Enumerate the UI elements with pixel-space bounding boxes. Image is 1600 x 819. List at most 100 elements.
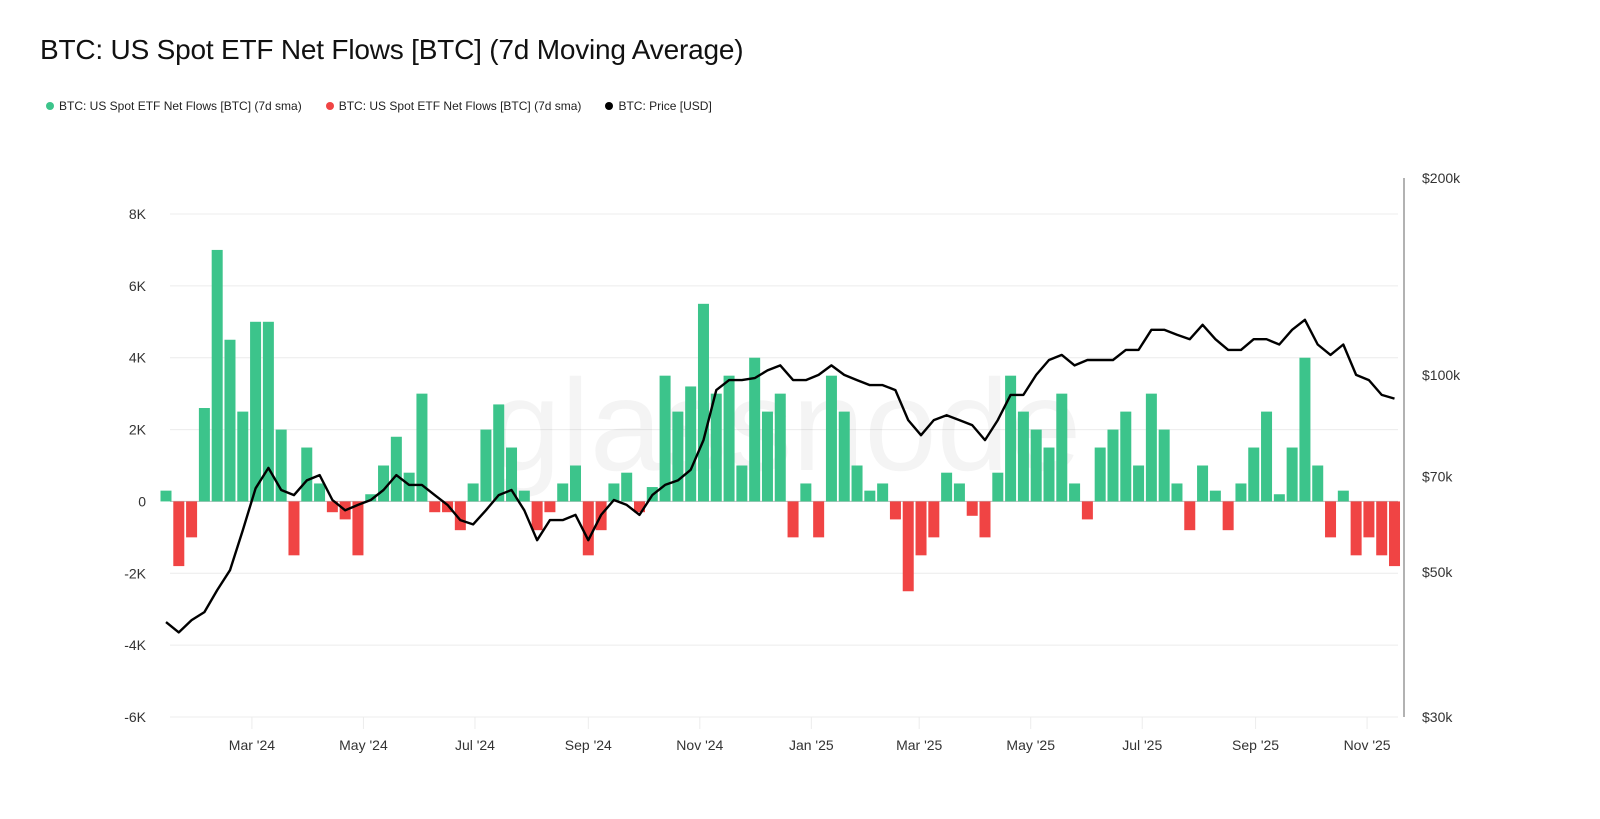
inflow-bar [1273,494,1285,502]
y-right-tick-label: $70k [1422,468,1453,484]
inflow-bar [1120,411,1132,502]
inflow-bar [1337,490,1349,502]
inflow-bar [672,411,684,502]
inflow-bar [237,411,249,502]
x-tick-label: Jan '25 [789,737,834,753]
legend-label: BTC: US Spot ETF Net Flows [BTC] (7d sma… [338,99,582,113]
y-left-tick-label: -2K [124,565,146,581]
outflow-bar [1350,501,1362,556]
outflow-bar [531,501,543,531]
inflow-bar [1107,429,1119,502]
price-series-line [165,318,1395,634]
inflow-bar [198,408,210,502]
y-left-tick-label: -4K [124,637,146,653]
inflow-bar [301,447,313,502]
inflow-bar [1235,483,1247,502]
outflow-bar [633,501,645,513]
inflow-bar [518,490,530,502]
x-tick-label: May '25 [1006,737,1055,753]
outflow-bar [1184,501,1196,531]
outflow-bar [326,501,338,513]
outflow-bar [454,501,466,531]
y-left-tick-label: 6K [129,278,147,294]
inflow-bar [1299,357,1311,502]
red-dot-icon [325,102,334,110]
inflow-bar [621,472,633,502]
inflow-bar [262,321,274,502]
green-dot-icon [46,102,54,110]
inflow-bar [800,483,812,502]
inflow-bar [467,483,479,502]
y-left-tick-label: 8K [129,206,147,222]
inflow-bar [416,393,428,502]
outflow-bar [966,501,978,516]
inflow-bar [1158,429,1170,502]
y-left-tick-label: 0 [138,493,146,509]
x-tick-label: Mar '24 [229,737,275,753]
inflow-bar [1133,465,1145,502]
inflow-bar [1312,465,1324,502]
inflow-bar [941,472,953,502]
outflow-bar [582,501,594,556]
x-tick-label: Sep '25 [1232,737,1279,753]
outflow-bar [902,501,914,592]
outflow-bar [979,501,991,538]
inflow-bar [1030,429,1042,502]
inflow-bar [160,490,172,502]
inflow-bar [1094,447,1106,502]
outflow-bar [1325,501,1337,538]
axes: 8K 6K 4K 2K 0 -2K -4K -6K $200k $100k $70k $50k $30k… [124,170,1461,753]
outflow-bar [1222,501,1234,531]
outflow-bar [288,501,300,556]
y-right-tick-label: $200k [1422,170,1461,186]
inflow-bar [224,339,236,502]
inflow-bar [390,436,402,502]
legend-item-outflows[interactable]: BTC: US Spot ETF Net Flows [BTC] (7d sma… [325,99,582,113]
legend-label: BTC: US Spot ETF Net Flows [BTC] (7d sma… [59,99,302,113]
inflow-bar [992,472,1004,502]
inflow-bar [825,375,837,502]
outflow-bar [928,501,940,538]
inflow-bar [506,447,518,502]
inflow-bar [1171,483,1183,502]
inflow-bar [1145,393,1157,502]
outflow-bar [915,501,927,556]
outflow-bar [813,501,825,538]
inflow-bar [659,375,671,502]
inflow-bar [608,483,620,502]
inflow-bar [365,494,377,502]
inflow-bar [378,465,390,502]
y-left-tick-label: -6K [124,709,146,725]
inflow-bar [1248,447,1260,502]
inflow-bar [1005,375,1017,502]
outflow-bar [1376,501,1388,556]
legend: BTC: US Spot ETF Net Flows [BTC] (7d sma… [46,99,712,113]
inflow-bar [480,429,492,502]
outflow-bar [787,501,799,538]
outflow-bar [442,501,454,513]
inflow-bar [1261,411,1273,502]
outflow-bar [1081,501,1093,520]
inflow-bar [250,321,262,502]
chart-title: BTC: US Spot ETF Net Flows [BTC] (7d Mov… [40,34,744,65]
y-right-tick-label: $100k [1422,367,1461,383]
inflow-bar [493,404,505,502]
inflow-bar [1043,447,1055,502]
legend-item-price[interactable]: BTC: Price [USD] [605,99,712,113]
y-right-tick-label: $50k [1422,564,1453,580]
inflow-bar [851,465,863,502]
flow-bars [160,249,1401,592]
outflow-bar [429,501,441,513]
y-right-tick-label: $30k [1422,709,1453,725]
inflow-bar [1209,490,1221,502]
y-left-tick-label: 2K [129,422,147,438]
price-line [165,318,1395,634]
outflow-bar [173,501,185,567]
black-dot-icon [605,102,614,110]
x-tick-label: Sep '24 [565,737,612,753]
legend-item-inflows[interactable]: BTC: US Spot ETF Net Flows [BTC] (7d sma… [46,99,302,113]
x-tick-label: Mar '25 [896,737,942,753]
inflow-bar [1286,447,1298,502]
outflow-bar [1389,501,1401,567]
